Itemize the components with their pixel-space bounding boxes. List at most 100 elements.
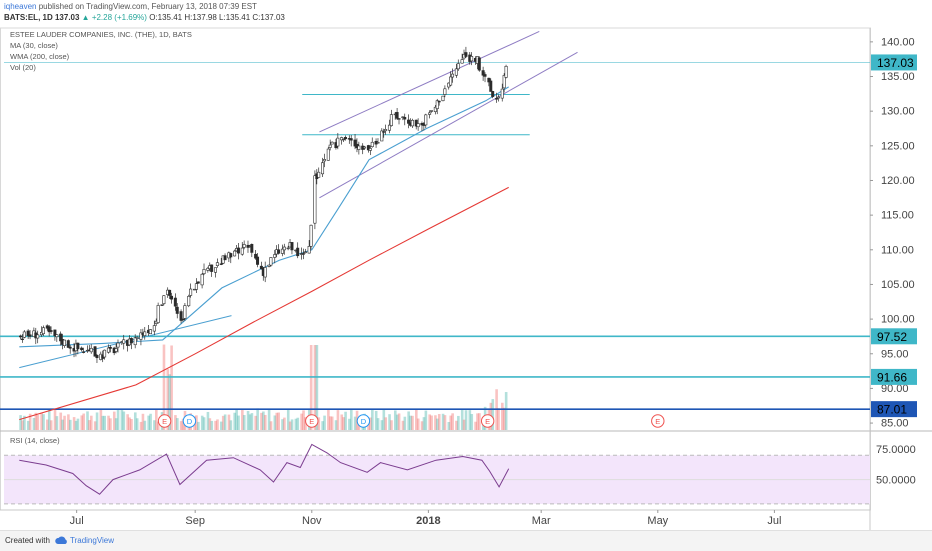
candle-body <box>366 145 370 151</box>
volume-bar <box>95 412 99 430</box>
volume-bar <box>384 417 388 430</box>
volume-bar <box>411 415 414 430</box>
candle-body <box>435 100 439 109</box>
author-name[interactable]: iqheaven <box>4 2 37 11</box>
volume-bar <box>21 420 24 430</box>
volume-bar <box>260 412 263 430</box>
candle-body <box>20 338 24 341</box>
candle-body <box>95 355 99 359</box>
price-chart[interactable]: E D E D E E 140.00 135.00 130.00 125.00 120.00 115.… <box>0 0 932 530</box>
candle-body <box>496 96 500 99</box>
volume-bar <box>216 419 219 430</box>
candle-body <box>229 253 233 258</box>
volume-bar <box>434 415 437 430</box>
time-tick-label: Nov <box>302 515 322 527</box>
candle-body <box>133 337 137 346</box>
volume-bar <box>141 413 145 430</box>
volume-bar <box>112 411 116 430</box>
candle-body <box>242 244 246 248</box>
candle-body <box>322 159 326 162</box>
rsi-line <box>19 443 510 495</box>
volume-bar <box>397 413 401 430</box>
tradingview-brand[interactable]: TradingView <box>70 536 115 545</box>
volume-bar <box>114 418 118 430</box>
volume-bar <box>455 420 458 430</box>
candle-body <box>148 329 152 335</box>
candle-body <box>263 267 267 278</box>
candle-body <box>410 119 414 127</box>
candle-body <box>196 281 200 284</box>
candle-body <box>36 334 40 339</box>
volume-bar <box>281 419 284 430</box>
volume-bar <box>302 410 305 430</box>
volume-bar <box>353 416 357 430</box>
candle-body <box>321 162 325 175</box>
candle-body <box>143 331 147 336</box>
candle-body <box>59 333 63 342</box>
volume-bar <box>501 402 504 430</box>
volume-bar <box>309 345 313 430</box>
cloud-logo-icon[interactable] <box>55 534 68 547</box>
volume-bar <box>179 421 183 430</box>
rsi-tick-label: 50.0000 <box>876 475 916 487</box>
volume-bar <box>166 369 170 430</box>
price-tick-label: 85.00 <box>881 418 909 430</box>
volume-bar <box>430 415 433 430</box>
volume-bar <box>170 345 173 430</box>
created-with-text: Created with <box>5 536 50 545</box>
volume-bar <box>19 415 22 430</box>
candle-body <box>290 242 294 251</box>
candle-body <box>187 296 191 307</box>
legend-wma[interactable]: WMA (200, close) <box>10 52 70 61</box>
candle-body <box>395 112 399 119</box>
candle-body <box>454 68 458 76</box>
volume-bar <box>67 414 70 430</box>
volume-bar <box>143 420 147 430</box>
volume-bar <box>401 420 405 430</box>
ohlc-values: O:135.41 H:137.98 L:135.41 C:137.03 <box>149 13 285 22</box>
volume-bar <box>317 417 321 430</box>
candle-body <box>477 57 481 71</box>
time-tick-label: 2018 <box>416 515 440 527</box>
candle-body <box>200 273 204 286</box>
candle-body <box>103 349 107 358</box>
legend-ma[interactable]: MA (30, close) <box>10 41 58 50</box>
candle-body <box>116 342 120 348</box>
volume-bar <box>181 418 185 430</box>
volume-bar <box>441 413 445 430</box>
volume-bar <box>59 412 63 430</box>
volume-bar <box>120 409 124 430</box>
dividend-marker <box>182 414 197 428</box>
volume-bar <box>263 414 267 430</box>
candle-body <box>464 52 468 57</box>
volume-bar <box>214 420 217 430</box>
volume-bar <box>457 415 460 430</box>
chart-title: ESTEE LAUDER COMPANIES, INC. (THE), 1D, … <box>10 30 192 39</box>
candle-body <box>152 325 156 332</box>
legend-vol[interactable]: Vol (20) <box>10 63 36 72</box>
candle-body <box>122 339 126 344</box>
candle-body <box>53 329 57 336</box>
candle-body <box>307 245 311 254</box>
volume-bar <box>202 417 206 430</box>
candle-body <box>62 339 66 346</box>
volume-bar <box>388 414 391 430</box>
volume-bar <box>47 408 51 430</box>
volume-bar <box>344 411 347 430</box>
price-tick-label: 115.00 <box>881 210 914 222</box>
candle-body <box>502 75 506 89</box>
volume-bar <box>116 409 120 430</box>
volume-bar <box>197 421 200 430</box>
candle-body <box>168 289 172 296</box>
wma-line <box>19 186 509 421</box>
volume-bar <box>63 415 66 430</box>
volume-bar <box>269 421 273 430</box>
volume-bar <box>436 418 439 430</box>
volume-bar <box>300 413 303 430</box>
legend-rsi[interactable]: RSI (14, close) <box>10 436 60 445</box>
volume-bar <box>135 418 139 430</box>
volume-bar <box>229 420 233 430</box>
volume-bar <box>237 415 240 430</box>
volume-bar <box>422 417 426 430</box>
candle-body <box>389 114 393 126</box>
